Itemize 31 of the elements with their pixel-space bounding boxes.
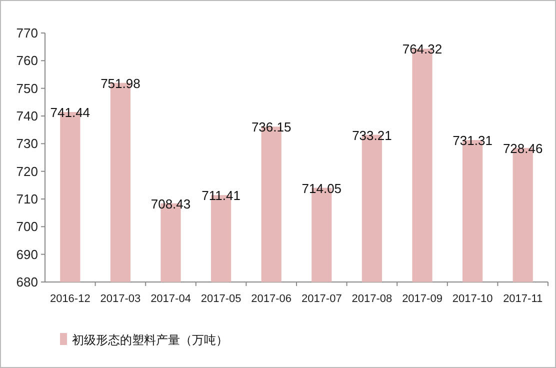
y-tick-label: 740	[16, 108, 38, 124]
data-label: 731.31	[452, 133, 492, 148]
legend-label: 初级形态的塑料产量（万吨）	[72, 333, 228, 347]
data-label: 733.21	[352, 128, 392, 143]
x-tick-label: 2017-10	[452, 293, 493, 305]
y-tick-label: 730	[16, 136, 38, 152]
y-tick-label: 710	[16, 192, 38, 206]
y-tick-label: 690	[16, 246, 38, 262]
x-tick-label: 2017-06	[251, 293, 292, 305]
data-label: 714.05	[302, 180, 342, 196]
y-tick-label: 700	[16, 219, 38, 234]
data-label: 711.41	[202, 188, 240, 204]
y-tick-label: 750	[16, 80, 38, 96]
y-tick-label: 760	[16, 53, 38, 68]
data-label: 736.15	[251, 120, 292, 135]
data-label: 764.32	[402, 42, 442, 57]
x-tick-label: 2017-04	[150, 293, 191, 305]
x-tick-label: 2017-08	[352, 293, 392, 305]
x-tick-label: 2017-03	[100, 293, 141, 305]
data-label: 741.44	[50, 105, 90, 120]
x-tick-label: 2016-12	[50, 293, 90, 305]
x-tick-label: 2017-09	[402, 293, 442, 305]
data-label: 708.43	[150, 196, 191, 212]
y-tick-label: 720	[16, 164, 38, 179]
data-label: 751.98	[100, 76, 140, 91]
data-label: 728.46	[502, 140, 543, 156]
x-tick-label: 2017-07	[301, 293, 342, 305]
x-tick-label: 2017-11	[503, 293, 543, 305]
x-tick-label: 2017-05	[200, 293, 242, 305]
y-tick-label: 770	[16, 26, 38, 40]
y-tick-label: 680	[16, 274, 38, 290]
